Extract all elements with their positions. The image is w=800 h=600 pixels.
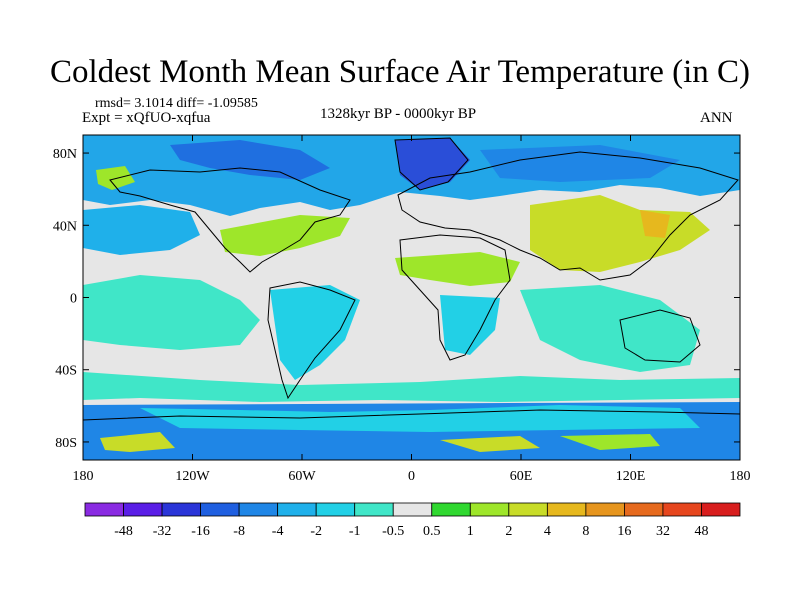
africa-warm xyxy=(395,252,520,286)
experiment-line: Expt = xQfUO-xqfua xyxy=(82,110,211,126)
colorbar-label: -8 xyxy=(233,524,245,539)
colorbar-label: -1 xyxy=(349,524,361,539)
colorbar-swatch xyxy=(662,502,702,517)
lon-tick-label: 180 xyxy=(730,469,751,484)
colorbar-label: -2 xyxy=(310,524,322,539)
north-america-coast xyxy=(109,167,351,273)
antarctic-cool xyxy=(140,405,700,432)
alaska-warm xyxy=(96,166,135,190)
indian-ocean-cool xyxy=(520,285,700,372)
colorbar-swatch xyxy=(161,502,201,517)
colorbar-label: 1 xyxy=(467,524,474,539)
colorbar-label: -32 xyxy=(153,524,172,539)
greenland-coast xyxy=(394,137,469,191)
colorbar-label: 0.5 xyxy=(423,524,441,539)
colorbar-label: -48 xyxy=(114,524,133,539)
colorbar-swatch xyxy=(354,502,394,517)
colorbar-label: -0.5 xyxy=(382,524,404,539)
colorbar-swatch xyxy=(315,502,356,517)
colorbar-swatch xyxy=(701,502,741,517)
coastlines xyxy=(83,137,740,421)
south-america-cool xyxy=(270,285,360,380)
temperature-field xyxy=(83,135,740,460)
north-america-warm xyxy=(220,215,350,256)
colorbar-swatch xyxy=(84,502,124,517)
north-pacific-cool xyxy=(83,205,200,255)
lat-tick-label: 80S xyxy=(55,436,77,451)
antarctica-coast xyxy=(83,409,740,421)
lat-tick-label: 80N xyxy=(53,147,77,162)
lon-tick-label: 120W xyxy=(175,469,210,484)
colorbar-swatch xyxy=(624,502,664,517)
colorbar-label: 4 xyxy=(544,524,551,539)
lon-tick-label: 60W xyxy=(288,469,316,484)
lon-tick-label: 180 xyxy=(73,469,94,484)
colorbar-swatch xyxy=(585,502,625,517)
season-label: ANN xyxy=(700,110,733,126)
arctic-deep xyxy=(170,140,330,180)
colorbar-swatch xyxy=(546,502,587,517)
eurasia-coast xyxy=(397,151,739,281)
south-america-coast xyxy=(267,281,356,400)
colorbar-label: -16 xyxy=(191,524,210,539)
lat-tick-label: 0 xyxy=(70,292,77,307)
lon-tick-label: 60E xyxy=(510,469,533,484)
asia-hot xyxy=(640,210,670,238)
greenland-cold xyxy=(395,138,470,190)
southern-ocean-band xyxy=(83,372,740,402)
colorbar xyxy=(84,502,741,517)
colorbar-swatch xyxy=(392,502,433,517)
colorbar-label: 2 xyxy=(505,524,512,539)
colorbar-label: 8 xyxy=(582,524,589,539)
antarctic-warm-3 xyxy=(560,434,660,450)
period-label: 1328kyr BP - 0000kyr BP xyxy=(320,106,477,122)
colorbar-label: 48 xyxy=(694,524,708,539)
colorbar-label: 32 xyxy=(656,524,670,539)
colorbar-label: -4 xyxy=(272,524,284,539)
colorbar-swatch xyxy=(277,502,317,517)
colorbar-labels: -48 -32 -16 -8 -4 -2 -1 -0.5 0.5 1 2 4 8 16 32 48 xyxy=(114,524,708,539)
antarctic-warm-1 xyxy=(100,432,175,452)
antarctic-warm-2 xyxy=(440,436,540,452)
longitude-axis: 180 120W 60W 0 60E 120E 180 xyxy=(73,135,751,484)
colorbar-swatch xyxy=(200,502,240,517)
lon-tick-label: 120E xyxy=(616,469,646,484)
lat-tick-label: 40S xyxy=(55,364,77,379)
latitude-axis: 80N 40N 0 40S 80S xyxy=(53,147,740,451)
lon-tick-label: 0 xyxy=(408,469,415,484)
tropical-pacific-cool xyxy=(83,275,260,350)
stats-line: rmsd= 3.1014 diff= -1.09585 xyxy=(95,96,258,111)
colorbar-label: 16 xyxy=(617,524,631,539)
colorbar-swatch xyxy=(469,502,510,517)
colorbar-swatch xyxy=(123,502,163,517)
colorbar-swatch xyxy=(238,502,279,517)
colorbar-swatch xyxy=(431,502,471,517)
lat-tick-label: 40N xyxy=(53,219,77,234)
map-title: Coldest Month Mean Surface Air Temperatu… xyxy=(50,54,750,90)
africa-coast xyxy=(399,234,511,361)
colorbar-swatch xyxy=(508,502,548,517)
siberia-cold xyxy=(480,145,680,182)
australia-coast xyxy=(619,309,701,363)
africa-cool xyxy=(440,295,500,355)
